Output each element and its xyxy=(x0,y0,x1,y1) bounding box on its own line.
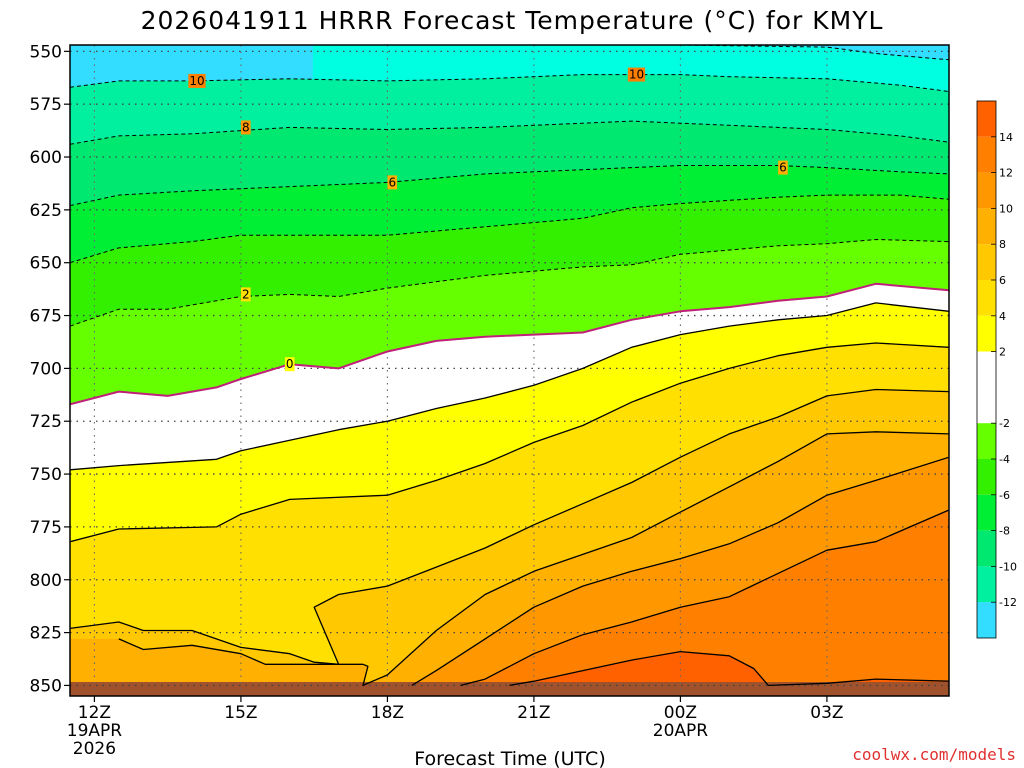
y-tick-label: 550 xyxy=(30,42,62,62)
isotherm-8 xyxy=(118,431,949,687)
contour-label-bg xyxy=(627,67,646,82)
x-tick-label: 15Z xyxy=(224,703,257,723)
colorbar-tick-label: 10 xyxy=(999,202,1013,215)
colorbar-tick-label: -4 xyxy=(999,453,1010,466)
colorbar-tick-label: 12 xyxy=(999,167,1013,180)
contour-label: 8 xyxy=(242,120,250,134)
isotherm-14 xyxy=(509,650,949,687)
y-tick-label: 750 xyxy=(30,465,62,485)
band-fill-12 xyxy=(400,510,949,696)
colorbar-swatch xyxy=(977,315,996,352)
colorbar-tick-label: 6 xyxy=(999,274,1006,287)
colorbar-swatch xyxy=(977,136,996,173)
isotherm-4 xyxy=(70,342,949,543)
colorbar-tick-label: -12 xyxy=(999,596,1017,609)
x-tick-label: 12Z xyxy=(78,703,111,723)
colorbar-swatch xyxy=(977,280,996,316)
colorbar-tick-label: -6 xyxy=(999,489,1010,502)
x-tick-label: 00Z xyxy=(664,703,697,723)
x-tick-label: 2026 xyxy=(73,739,116,759)
isotherm-12 xyxy=(460,509,949,687)
contour-label-bg xyxy=(284,357,295,372)
y-tick-label: 675 xyxy=(30,307,62,327)
isotherm--2 xyxy=(70,239,949,327)
isotherm-0 xyxy=(70,282,949,406)
contour-label-bg xyxy=(240,287,251,302)
x-axis-label: Forecast Time (UTC) xyxy=(414,748,605,768)
colorbar-tick-label: 4 xyxy=(999,310,1006,323)
contour-label-bg xyxy=(778,160,788,175)
colorbar-tick-label: 2 xyxy=(999,346,1006,359)
colorbar-swatch xyxy=(977,602,996,638)
x-tick-label: 19APR xyxy=(67,721,123,741)
colorbar-tick-label: 8 xyxy=(999,238,1006,251)
contour-label: 0 xyxy=(286,357,294,371)
isotherm--10 xyxy=(70,74,949,92)
contour-label: 10 xyxy=(189,74,204,88)
contour-label-bg xyxy=(387,175,398,190)
colorbar-swatch xyxy=(977,208,996,245)
isotherm-6 xyxy=(70,388,949,665)
x-tick-label: 03Z xyxy=(810,703,843,723)
contour-label: 10 xyxy=(629,68,644,82)
y-tick-label: 800 xyxy=(30,571,62,591)
y-tick-label: 725 xyxy=(30,412,62,432)
contour-label: 6 xyxy=(388,175,396,189)
isotherm-10 xyxy=(411,456,949,686)
y-tick-label: 625 xyxy=(30,201,62,221)
plot-frame xyxy=(69,44,950,697)
isotherm--8 xyxy=(70,120,949,145)
y-tick-label: 775 xyxy=(30,518,62,538)
colorbar-tick-label: -2 xyxy=(999,417,1010,430)
x-tick-label: 20APR xyxy=(653,721,709,741)
isotherm--12 xyxy=(372,45,949,61)
contour-label-bg xyxy=(188,73,206,88)
y-tick-label: 850 xyxy=(30,676,62,696)
ground-surface xyxy=(70,682,949,696)
y-tick-label: 825 xyxy=(30,624,62,644)
isotherm-2 xyxy=(70,302,949,471)
colorbar-frame xyxy=(976,100,997,639)
colorbar-tick-label: -10 xyxy=(999,560,1017,573)
colorbar-swatch xyxy=(977,351,996,424)
colorbar-swatch xyxy=(977,101,996,137)
colorbar-tick-label: 14 xyxy=(999,131,1013,144)
isotherm--6 xyxy=(70,165,949,207)
contour-label-bg xyxy=(240,120,251,135)
contour-label: 6 xyxy=(779,161,787,175)
colorbar-tick-label: -8 xyxy=(999,525,1010,538)
credit-text: coolwx.com/models xyxy=(852,745,1016,764)
colorbar-swatch xyxy=(977,459,996,495)
y-tick-label: 650 xyxy=(30,254,62,274)
colorbar-swatch xyxy=(977,423,996,459)
colorbar-swatch xyxy=(977,244,996,280)
x-tick-label: 21Z xyxy=(517,703,550,723)
colorbar-swatch xyxy=(977,566,996,603)
chart-title: 2026041911 HRRR Forecast Temperature (°C… xyxy=(141,6,884,35)
y-tick-label: 600 xyxy=(30,148,62,168)
colorbar-swatch xyxy=(977,494,996,531)
colorbar-swatch xyxy=(977,172,996,209)
contour-label: 2 xyxy=(242,287,250,301)
y-tick-label: 700 xyxy=(30,359,62,379)
y-tick-label: 575 xyxy=(30,95,62,115)
x-tick-label: 18Z xyxy=(371,703,404,723)
colorbar-swatch xyxy=(977,530,996,567)
